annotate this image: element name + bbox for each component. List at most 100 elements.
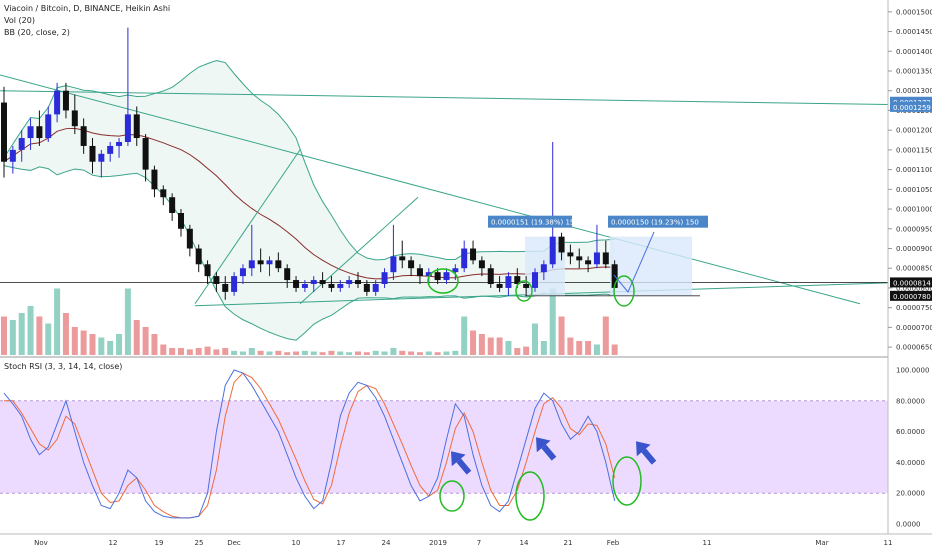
volume-bar (328, 350, 335, 355)
candle-body (593, 252, 600, 265)
volume-bar (133, 320, 140, 355)
up-arrow-icon (451, 451, 472, 475)
candle-body (169, 197, 176, 213)
bb-upper-line (3, 60, 615, 261)
volume-bar (284, 352, 291, 355)
rsi-highlight-circle (515, 471, 545, 521)
candle-body (160, 189, 167, 198)
up-arrow-icon (636, 441, 657, 465)
time-tick-label: 11 (884, 539, 893, 547)
volume-bar (363, 352, 370, 355)
price-tick-label: 0.0001000 (896, 206, 932, 214)
price-label-box (890, 290, 932, 301)
rsi-tick-label: 40.0000 (896, 459, 925, 467)
time-tick-label: Dec (227, 539, 241, 547)
candle-body (372, 284, 379, 292)
volume-bar (151, 334, 158, 355)
volume-bar (523, 346, 530, 355)
stoch-rsi-pane[interactable] (0, 369, 888, 519)
price-tick-label: 0.0001500 (896, 8, 932, 16)
price-tick-label: 0.0000750 (896, 304, 932, 312)
volume-bar (1, 316, 7, 355)
volume-bar (18, 313, 25, 355)
rsi-tick-label: 60.0000 (896, 428, 925, 436)
candle-body (355, 280, 361, 284)
volume-bar (248, 348, 255, 355)
measure-box-2 (610, 236, 692, 296)
candle-body (266, 260, 273, 265)
price-tick-label: 0.0001450 (896, 28, 932, 36)
volume-bar (80, 330, 87, 355)
stoch-k-line (3, 369, 616, 519)
volume-bar (169, 348, 176, 355)
candle-body (293, 280, 300, 288)
volume-bar (89, 334, 96, 355)
volume-bar (275, 350, 282, 355)
volume-bar (213, 349, 220, 355)
candle-body (416, 268, 423, 277)
candle-body (231, 276, 238, 292)
candle-body (363, 284, 370, 292)
volume-bar (602, 316, 609, 355)
bb-fill (4, 60, 615, 341)
measure-label-text: 0.0000151 (19.38%) 151 (491, 219, 579, 227)
volume-bar (381, 351, 388, 355)
rsi-tick-label: 0.0000 (896, 521, 921, 529)
volume-bar (54, 288, 61, 355)
candle-body (549, 236, 556, 265)
time-tick-label: 19 (155, 539, 164, 547)
candle-body (478, 260, 485, 269)
volume-bar (470, 330, 477, 355)
price-tick-label: 0.0001100 (896, 166, 932, 174)
time-tick-label: 2019 (429, 539, 447, 547)
highlight-circle (515, 280, 533, 302)
volume-bar (319, 352, 326, 355)
volume-bar (36, 316, 43, 355)
candle-body (151, 169, 158, 190)
price-tick-label: 0.0001350 (896, 68, 932, 76)
volume-bar (390, 348, 397, 355)
up-arrow-icon (536, 437, 557, 461)
rsi-tick-label: 80.0000 (896, 397, 925, 405)
candle-body (80, 126, 87, 146)
price-label-text: 0.0000814 (893, 279, 931, 287)
volume-bar (337, 351, 344, 355)
candle-body (602, 252, 609, 265)
candle-body (1, 102, 7, 162)
candle-body (204, 264, 211, 277)
volume-bar (62, 313, 69, 355)
volume-bar (195, 348, 202, 355)
volume-bar (222, 348, 229, 355)
projection-arrow (613, 231, 655, 293)
volume-bar (301, 350, 308, 355)
price-label-box (890, 101, 932, 112)
candle-body (487, 268, 494, 284)
volume-bar (416, 352, 423, 355)
price-pane[interactable] (0, 27, 889, 355)
volume-bar (593, 344, 600, 355)
time-tick-label: 12 (109, 539, 118, 547)
volume-bar (160, 344, 167, 355)
candle-body (346, 280, 353, 284)
candle-body (275, 260, 282, 269)
volume-bar (478, 334, 485, 355)
resistance-line (0, 90, 889, 106)
candle-body (178, 213, 184, 229)
fan-line-2 (299, 196, 419, 305)
measure-label-box (608, 215, 708, 228)
candle-body (9, 149, 16, 162)
time-tick-label: 7 (477, 539, 481, 547)
vol-indicator-label[interactable]: Vol (20) (4, 16, 35, 25)
volume-bar (186, 349, 193, 355)
volume-bar (549, 288, 556, 355)
stoch-rsi-label[interactable]: Stoch RSI (3, 3, 14, 14, close) (4, 362, 123, 371)
bb-indicator-label[interactable]: BB (20, close, 2) (4, 28, 70, 37)
candle-body (390, 256, 397, 273)
candle-body (576, 256, 583, 261)
volume-bar (9, 320, 16, 355)
volume-bar (231, 350, 238, 355)
volume-bar (611, 344, 618, 355)
annotations: 0.0000151 (19.38%) 151 0.0000150 (19.23%)… (427, 215, 708, 521)
volume-bar (27, 306, 34, 355)
